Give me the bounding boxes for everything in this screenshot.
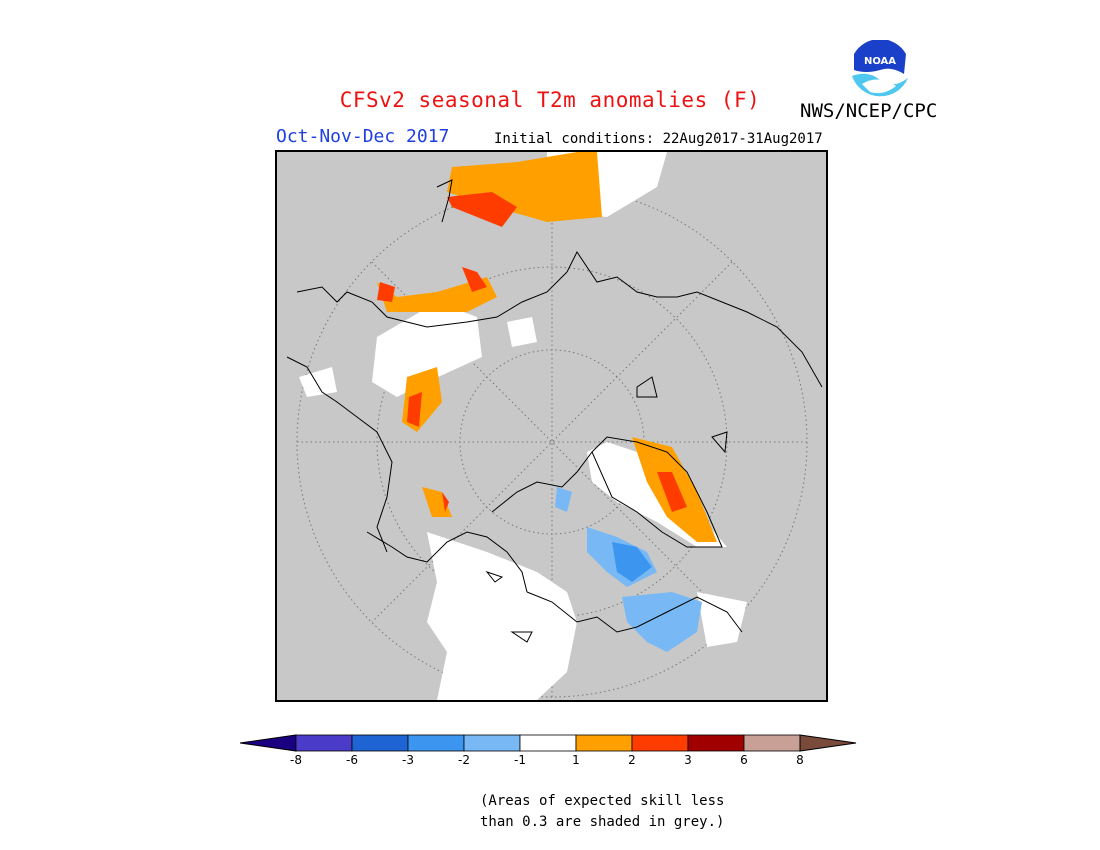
- colorbar-swatch: [743, 734, 801, 752]
- colorbar-swatch: [407, 734, 465, 752]
- colorbar-end-high: [799, 734, 857, 752]
- agency-label: NWS/NCEP/CPC: [800, 100, 938, 122]
- colorbar-swatch: [575, 734, 633, 752]
- logo-text: NOAA: [864, 56, 896, 67]
- initial-conditions-label: Initial conditions: 22Aug2017-31Aug2017: [494, 131, 823, 147]
- cold-anomaly-regions: [612, 542, 652, 582]
- footnote-line1: (Areas of expected skill less: [480, 793, 725, 809]
- colorbar-tick-label: -2: [458, 753, 470, 767]
- footnote: (Areas of expected skill less than 0.3 a…: [480, 791, 724, 833]
- colorbar-tick-label: 8: [796, 753, 804, 767]
- noaa-logo: NOAA: [848, 38, 912, 104]
- colorbar-swatch: [351, 734, 409, 752]
- colorbar-end-low: [239, 734, 297, 752]
- colorbar-tick-label: -1: [514, 753, 526, 767]
- colorbar-tick-label: 2: [628, 753, 636, 767]
- strong-warm-anomaly-regions: [377, 192, 687, 512]
- colorbar-swatch: [631, 734, 689, 752]
- colorbar-tick-label: 6: [740, 753, 748, 767]
- footnote-line2: than 0.3 are shaded in grey.): [480, 814, 725, 830]
- coastlines: [286, 179, 823, 643]
- colorbar-tick-label: 1: [572, 753, 580, 767]
- polar-map: [275, 150, 828, 702]
- chart-title: CFSv2 seasonal T2m anomalies (F): [339, 88, 761, 112]
- colorbar-swatch: [519, 734, 577, 752]
- colorbar-tick-label: -6: [346, 753, 358, 767]
- colorbar-tick-label: -3: [402, 753, 414, 767]
- colorbar-tick-label: 3: [684, 753, 692, 767]
- season-label: Oct-Nov-Dec 2017: [276, 126, 450, 147]
- colorbar-swatch: [687, 734, 745, 752]
- colorbar-tick-label: -8: [290, 753, 302, 767]
- colorbar: [239, 733, 860, 773]
- colorbar-swatch: [295, 734, 353, 752]
- colorbar-swatch: [463, 734, 521, 752]
